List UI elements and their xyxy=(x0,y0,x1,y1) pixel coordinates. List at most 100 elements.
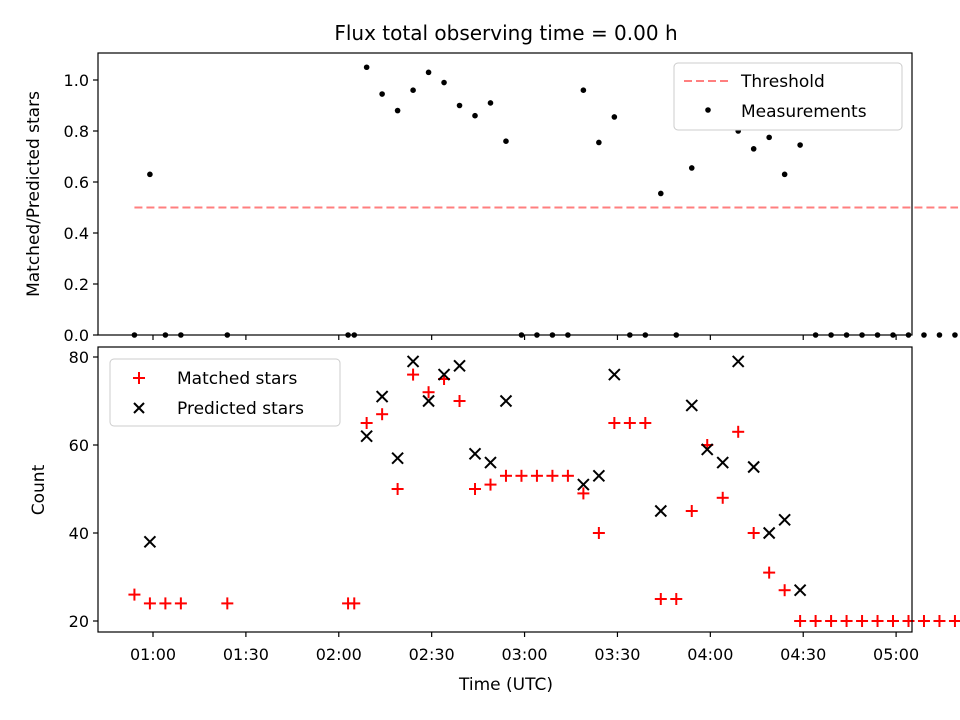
matched-star-point xyxy=(391,483,404,495)
bottom-legend-box xyxy=(109,358,341,427)
top-axes-frame xyxy=(97,52,913,336)
measurement-point xyxy=(472,112,478,119)
matched-star-point xyxy=(670,593,683,605)
measurement-point xyxy=(379,91,385,97)
predicted-star-point xyxy=(592,469,606,483)
x-axis-label: Time (UTC) xyxy=(458,675,553,695)
top-y-tick-label: 0.2 xyxy=(64,275,89,294)
measurement-point xyxy=(580,87,587,93)
top-y-tick-label: 0.0 xyxy=(64,326,89,345)
top-y-tick-label: 1.0 xyxy=(64,71,89,90)
measurement-point xyxy=(750,146,757,152)
x-tick-label: 01:30 xyxy=(223,645,269,664)
legend-matched-label: Matched stars xyxy=(177,369,297,389)
measurement-point xyxy=(425,69,432,76)
legend-threshold-label: Threshold xyxy=(740,72,825,92)
matched-star-point xyxy=(778,584,791,597)
top-legend-box xyxy=(673,62,903,131)
measurement-point xyxy=(657,190,664,197)
bottom-y-tick-label: 40 xyxy=(69,524,89,543)
matched-star-point xyxy=(561,469,574,482)
matched-star-point xyxy=(407,368,420,381)
matched-star-point xyxy=(871,615,884,627)
measurement-point xyxy=(147,171,153,178)
top-y-tick-label: 0.6 xyxy=(64,173,89,192)
predicted-star-point xyxy=(360,429,373,443)
bottom-legend: Matched stars Predicted stars xyxy=(109,358,341,427)
matched-star-point xyxy=(654,593,667,605)
matched-star-point xyxy=(128,588,141,601)
predicted-star-point xyxy=(422,394,435,408)
matched-star-point xyxy=(948,615,960,627)
predicted-star-point xyxy=(484,456,497,469)
x-tick-label: 02:00 xyxy=(316,645,362,664)
x-tick-label: 04:30 xyxy=(780,645,826,664)
predicted-star-point xyxy=(701,443,714,456)
matched-star-point xyxy=(360,417,373,429)
matched-star-point xyxy=(608,417,621,429)
matched-star-point xyxy=(917,615,930,627)
measurement-point xyxy=(766,134,772,141)
matched-star-point xyxy=(143,597,156,610)
matched-star-point xyxy=(840,615,853,627)
predicted-star-point xyxy=(654,504,667,518)
legend-predicted-swatch xyxy=(133,402,145,414)
predicted-star-point xyxy=(793,583,807,597)
measurement-point xyxy=(503,138,509,144)
predicted-star-point xyxy=(437,368,451,381)
predicted-star-point xyxy=(453,359,466,373)
top-y-tick-label: 0.8 xyxy=(64,122,89,141)
matched-star-point xyxy=(809,615,822,627)
matched-star-point xyxy=(453,395,466,407)
measurement-point xyxy=(596,139,602,146)
matched-star-point xyxy=(685,505,698,517)
measurement-point xyxy=(611,114,618,120)
x-tick-label: 02:30 xyxy=(409,645,455,664)
bottom-y-tick-label: 80 xyxy=(69,348,89,367)
predicted-star-point xyxy=(716,456,729,469)
matched-star-point xyxy=(592,527,605,539)
measurement-point xyxy=(797,142,803,148)
measurement-point xyxy=(781,171,788,178)
x-tick-label: 03:30 xyxy=(594,645,640,664)
predicted-star-point xyxy=(747,460,760,474)
matched-star-point xyxy=(639,417,652,429)
matched-star-point xyxy=(348,597,361,610)
matched-star-point xyxy=(174,597,187,610)
x-tick-label: 04:00 xyxy=(687,645,733,664)
matched-star-point xyxy=(732,425,745,438)
matched-star-point xyxy=(221,597,234,610)
x-tick-label: 03:00 xyxy=(502,645,548,664)
matched-star-point xyxy=(747,527,760,539)
predicted-star-point xyxy=(499,394,513,408)
bottom-axes-frame xyxy=(97,346,913,633)
measurement-point xyxy=(363,64,370,71)
matched-star-point xyxy=(577,487,590,500)
matched-star-point xyxy=(159,597,172,610)
matched-star-point xyxy=(825,615,838,627)
matched-star-point xyxy=(484,478,497,491)
predicted-star-point xyxy=(577,478,590,491)
predicted-star-point xyxy=(608,368,621,381)
matched-star-point xyxy=(856,615,869,627)
measurement-point xyxy=(394,107,401,114)
predicted-star-point xyxy=(778,513,791,527)
matched-star-point xyxy=(902,615,915,627)
matched-star-point xyxy=(794,615,807,627)
top-legend: Threshold Measurements xyxy=(673,62,903,131)
matched-star-point xyxy=(763,566,776,579)
matched-star-point xyxy=(623,417,636,429)
matched-star-point xyxy=(716,491,729,504)
measurement-point xyxy=(410,87,416,93)
legend-measurements-label: Measurements xyxy=(741,102,867,122)
top-panel: 0.0 0.2 0.4 0.6 0.8 1.0 Matched/Predicted sta… xyxy=(24,52,959,345)
legend-predicted-label: Predicted stars xyxy=(177,399,304,419)
bottom-y-tick-label: 60 xyxy=(69,436,89,455)
measurement-point xyxy=(936,332,943,338)
x-tick-label: 01:00 xyxy=(130,645,176,664)
matched-star-point xyxy=(499,469,512,482)
matched-star-point xyxy=(469,483,482,495)
predicted-star-point xyxy=(406,355,420,368)
predicted-star-point xyxy=(468,447,482,461)
